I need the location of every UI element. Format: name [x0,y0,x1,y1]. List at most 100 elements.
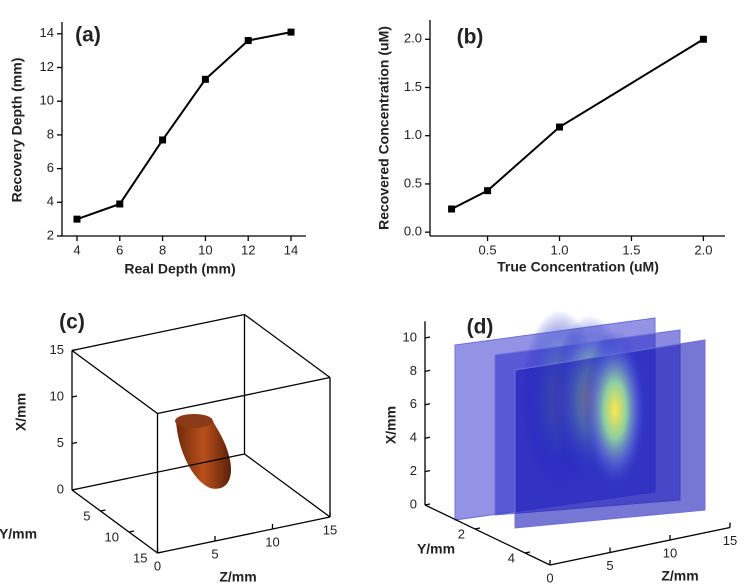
z-axis-title: X/mm [13,393,29,431]
x-axis-title: Z/mm [219,569,256,585]
x-tick-label: 0.5 [479,242,497,257]
y-tick-label: 5 [83,508,90,523]
x-axis-title: Z/mm [661,568,698,584]
panel-label: (d) [467,316,494,339]
data-point [116,200,124,208]
x-tick-label: 15 [323,522,337,537]
panel-label: (c) [59,311,85,334]
y-tick [100,509,106,512]
y-tick [474,527,481,530]
y-axis-title: Y/mm [0,526,37,542]
x-axis-title: Real Depth (mm) [124,261,235,277]
x-tick-label: 10 [265,534,279,549]
y-tick-label: 6 [47,160,54,175]
box-edge [424,504,551,566]
y-tick [157,551,163,554]
x-tick-label: 0 [546,570,553,585]
z-tick [71,488,78,491]
y-tick-label: 2.0 [404,31,422,46]
y-tick-label: 8 [47,126,54,141]
z-tick [424,403,431,406]
x-tick-label: 6 [116,242,123,257]
box-edge [71,489,158,554]
panel-label: (b) [457,26,484,49]
z-tick-label: 8 [410,363,417,378]
z-tick [424,469,431,473]
x-axis-title: True Concentration (uM) [497,259,659,275]
box-edge [549,526,731,566]
z-tick-label: 4 [410,430,417,445]
x-tick-label: 5 [606,558,613,573]
x-tick-label: 1.5 [622,242,640,257]
x-tick-label: 1.0 [550,242,568,257]
y-tick-label: 1.0 [404,127,422,142]
z-tick-label: 0 [410,496,417,511]
y-tick-label: 2 [47,227,54,242]
slice-signal [583,330,647,490]
box-edge [244,313,331,379]
z-tick [424,436,431,439]
x-tick-label: 10 [198,242,212,257]
box-edge [71,349,158,415]
data-point [159,136,167,144]
y-axis-title: Y/mm [417,541,455,557]
z-tick [424,369,431,373]
x-tick-label: 4 [73,242,80,257]
data-point [448,205,456,213]
y-axis-title: Recovery Depth (mm) [9,58,25,203]
y-tick-label: 0.5 [404,175,422,190]
box-edge [71,453,245,491]
x-tick-label: 5 [211,546,218,561]
y-tick-label: 12 [40,59,54,74]
z-tick-label: 10 [403,329,417,344]
x-tick-label: 8 [159,242,166,257]
y-tick-label: 2 [458,526,465,541]
volume-blob [176,421,232,489]
volume-blob-top [175,414,213,428]
data-line [451,38,704,210]
data-point [699,35,707,43]
z-tick-label: 2 [410,463,417,478]
y-tick-label: 14 [40,25,54,40]
box-edge [71,313,245,352]
x-tick-label: 15 [723,533,737,548]
box-edge [157,376,331,415]
x-tick-label: 12 [241,242,255,257]
z-tick-label: 10 [50,388,64,403]
data-point [244,37,252,45]
y-tick-label: 10 [40,93,54,108]
x-tick-label: 0 [154,558,161,573]
z-tick [71,441,78,445]
box-edge [157,516,331,554]
data-point [287,28,295,36]
z-axis-title: X/mm [383,406,399,444]
y-tick-label: 4 [47,194,54,209]
z-tick-label: 15 [50,342,64,357]
data-point [73,215,81,223]
z-tick [424,503,431,506]
y-tick-label: 10 [105,529,119,544]
x-tick-label: 10 [663,545,677,560]
data-line [76,31,292,221]
data-point [556,123,564,131]
x-tick-label: 14 [284,242,298,257]
box-edge [244,453,331,518]
y-tick-label: 1.5 [404,79,422,94]
z-tick [71,348,78,352]
data-point [484,187,492,195]
y-tick [128,530,135,533]
panel-label: (a) [75,24,101,47]
x-tick-label: 2.0 [694,242,712,257]
slice-planes [454,310,706,529]
y-tick-label: 15 [133,550,147,565]
z-tick-label: 0 [57,481,64,496]
z-tick-label: 6 [410,396,417,411]
data-point [201,75,209,83]
y-tick-label: 0.0 [404,224,422,239]
z-tick-label: 5 [57,435,64,450]
z-tick [71,395,78,398]
y-tick-label: 4 [508,550,515,565]
y-axis-title: Recovered Concentration (uM) [376,26,392,230]
